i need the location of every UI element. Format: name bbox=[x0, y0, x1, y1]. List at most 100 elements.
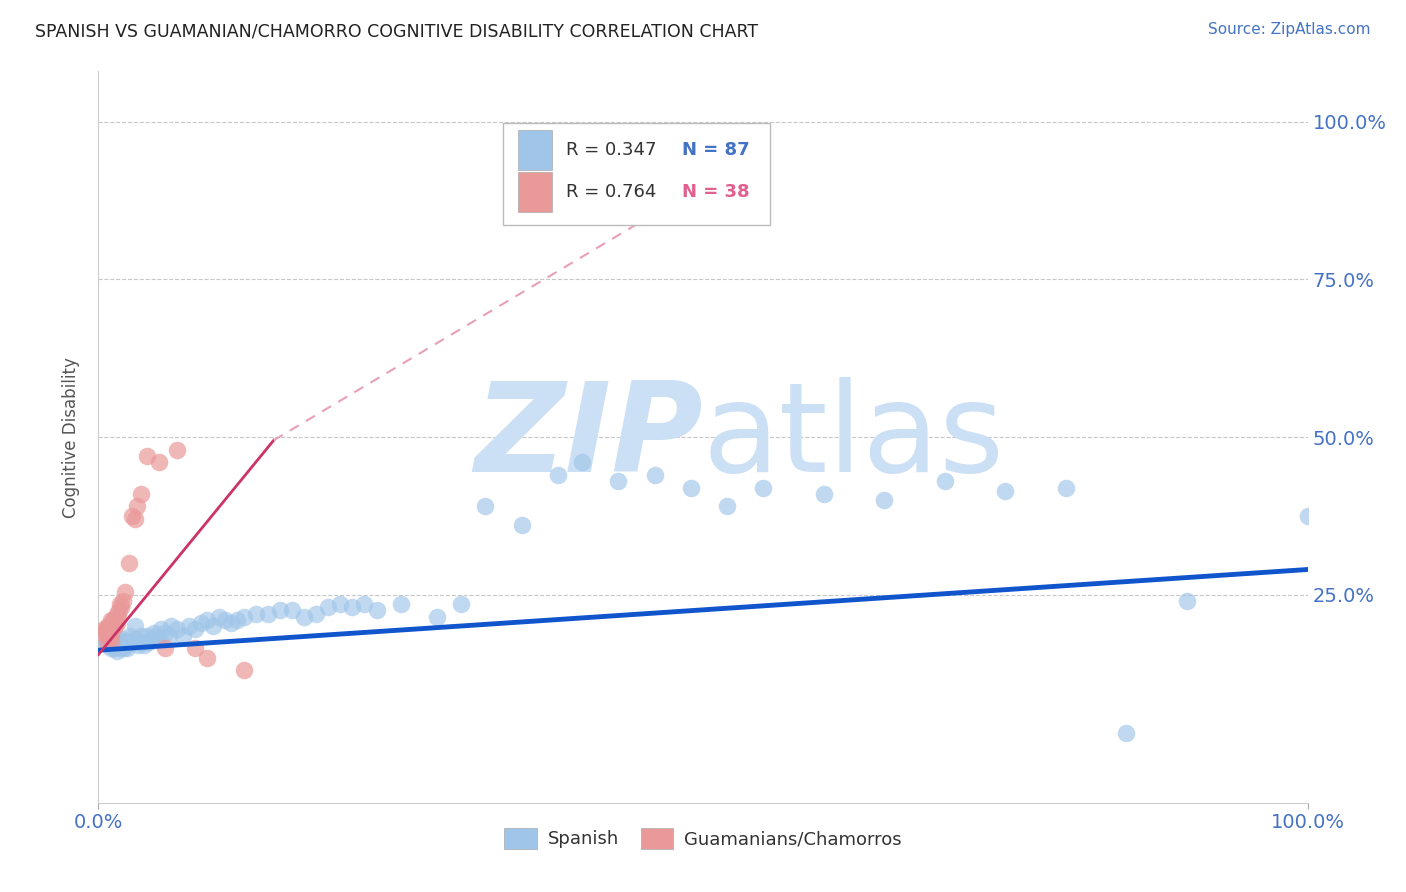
Point bbox=[117, 641, 139, 656]
Point bbox=[129, 629, 152, 643]
Text: N = 38: N = 38 bbox=[682, 183, 749, 201]
Point bbox=[172, 629, 194, 643]
Text: SPANISH VS GUAMANIAN/CHAMORRO COGNITIVE DISABILITY CORRELATION CHART: SPANISH VS GUAMANIAN/CHAMORRO COGNITIVE … bbox=[35, 22, 758, 40]
Point bbox=[426, 609, 449, 624]
Point bbox=[107, 609, 129, 624]
Point bbox=[245, 607, 267, 621]
FancyBboxPatch shape bbox=[503, 122, 769, 225]
Point bbox=[104, 619, 127, 633]
Point bbox=[157, 629, 180, 643]
Point bbox=[115, 638, 138, 652]
Point bbox=[232, 609, 254, 624]
Point bbox=[135, 449, 157, 463]
Point bbox=[105, 616, 128, 631]
Point bbox=[108, 641, 131, 656]
Point bbox=[1296, 508, 1319, 523]
Point bbox=[127, 638, 149, 652]
Point bbox=[342, 600, 364, 615]
Point bbox=[100, 629, 122, 643]
Point bbox=[96, 635, 118, 649]
Point bbox=[108, 603, 131, 617]
Text: R = 0.764: R = 0.764 bbox=[567, 183, 657, 201]
Point bbox=[114, 635, 136, 649]
Point bbox=[195, 613, 218, 627]
Text: R = 0.347: R = 0.347 bbox=[567, 141, 657, 160]
Point bbox=[145, 629, 167, 643]
Point bbox=[100, 613, 122, 627]
Point bbox=[934, 474, 956, 488]
Point bbox=[98, 625, 121, 640]
Point bbox=[994, 483, 1017, 498]
Point bbox=[221, 616, 243, 631]
Point bbox=[202, 619, 225, 633]
Point bbox=[353, 597, 375, 611]
Point bbox=[100, 635, 122, 649]
Point bbox=[292, 609, 315, 624]
Point bbox=[214, 613, 236, 627]
Text: ZIP: ZIP bbox=[474, 376, 703, 498]
Point bbox=[131, 635, 153, 649]
Point bbox=[1115, 726, 1137, 740]
Point bbox=[813, 487, 835, 501]
Point bbox=[1054, 481, 1077, 495]
Point bbox=[98, 619, 121, 633]
Point bbox=[389, 597, 412, 611]
Point bbox=[873, 493, 896, 508]
Point bbox=[510, 518, 533, 533]
Point bbox=[101, 635, 124, 649]
Point bbox=[305, 607, 328, 621]
Point bbox=[127, 500, 149, 514]
Point bbox=[97, 629, 120, 643]
Point bbox=[208, 609, 231, 624]
Point bbox=[150, 623, 173, 637]
Point bbox=[184, 623, 207, 637]
Text: Source: ZipAtlas.com: Source: ZipAtlas.com bbox=[1208, 22, 1371, 37]
Point bbox=[269, 603, 291, 617]
Text: N = 87: N = 87 bbox=[682, 141, 749, 160]
Point bbox=[118, 635, 141, 649]
Point bbox=[134, 638, 156, 652]
Point bbox=[184, 641, 207, 656]
Point bbox=[100, 623, 122, 637]
Point bbox=[129, 487, 152, 501]
Point bbox=[121, 635, 143, 649]
Point bbox=[190, 616, 212, 631]
Point bbox=[114, 584, 136, 599]
Point bbox=[111, 632, 134, 646]
Point bbox=[108, 597, 131, 611]
Point bbox=[100, 616, 122, 631]
Point bbox=[135, 629, 157, 643]
Point bbox=[101, 619, 124, 633]
Point bbox=[143, 625, 166, 640]
Point bbox=[100, 623, 122, 637]
Point bbox=[100, 641, 122, 656]
Point bbox=[124, 512, 146, 526]
Point bbox=[103, 613, 125, 627]
Point bbox=[100, 635, 122, 649]
Point bbox=[104, 635, 127, 649]
Point bbox=[166, 623, 188, 637]
Point bbox=[110, 635, 132, 649]
Point bbox=[111, 594, 134, 608]
Point bbox=[226, 613, 249, 627]
Point bbox=[111, 638, 134, 652]
Point bbox=[644, 467, 666, 482]
Point bbox=[148, 455, 170, 469]
Point bbox=[195, 650, 218, 665]
Point bbox=[96, 635, 118, 649]
Point bbox=[112, 641, 135, 656]
Point bbox=[93, 623, 115, 637]
Point bbox=[153, 625, 176, 640]
Point bbox=[679, 481, 702, 495]
Point bbox=[329, 597, 352, 611]
Point bbox=[256, 607, 278, 621]
Point bbox=[179, 619, 201, 633]
Point bbox=[148, 632, 170, 646]
Point bbox=[100, 632, 122, 646]
Point bbox=[571, 455, 593, 469]
Point bbox=[474, 500, 496, 514]
Point bbox=[97, 632, 120, 646]
Point bbox=[118, 556, 141, 570]
Point bbox=[141, 632, 163, 646]
Point bbox=[121, 508, 143, 523]
